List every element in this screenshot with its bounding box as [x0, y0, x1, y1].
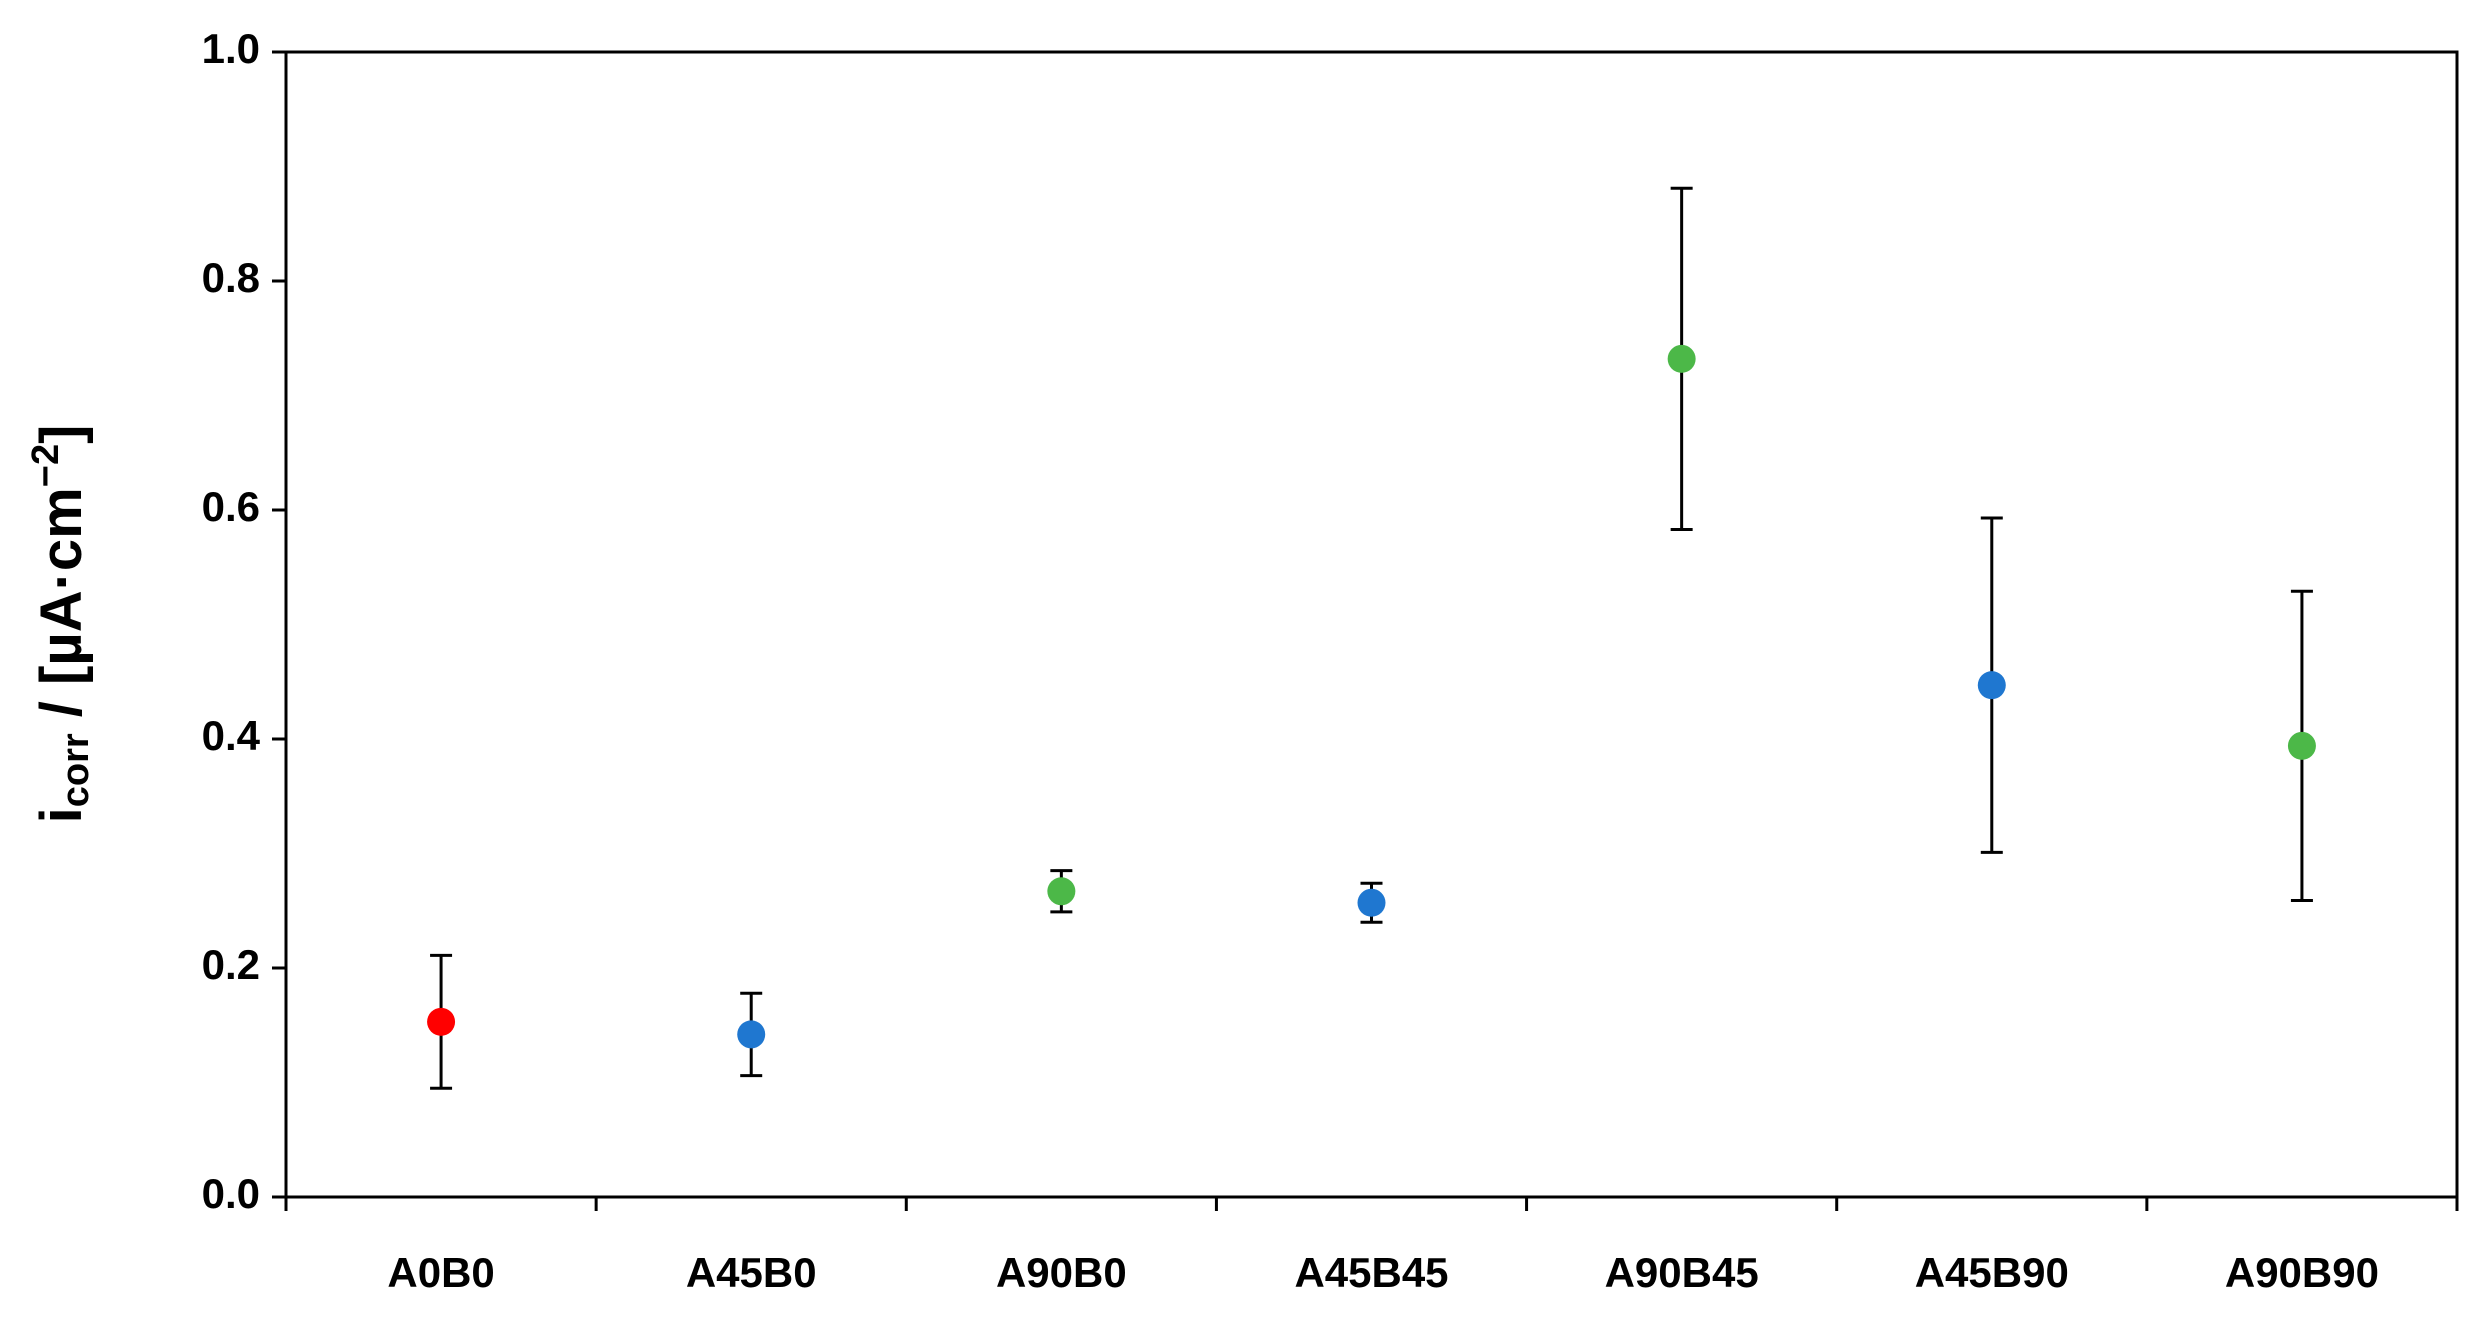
x-tick-label: A45B45: [1294, 1249, 1448, 1296]
x-tick-label: A90B0: [996, 1249, 1127, 1296]
y-tick-label: 0.4: [202, 712, 261, 759]
point: [737, 1020, 766, 1049]
x-tick-label: A90B90: [2225, 1249, 2379, 1296]
point: [427, 1007, 456, 1036]
y-label-sub: corr: [55, 733, 97, 807]
y-axis-title: icorr / [µA·cm−2]: [25, 425, 97, 824]
y-tick-label: 0.6: [202, 483, 260, 530]
point: [2287, 731, 2316, 760]
x-tick-label: A45B0: [686, 1249, 817, 1296]
y-tick-label: 0.0: [202, 1170, 260, 1217]
x-tick-label: A90B45: [1605, 1249, 1759, 1296]
y-label-main: i: [29, 807, 94, 823]
point: [1977, 671, 2006, 700]
y-tick-label: 1.0: [202, 25, 260, 72]
y-tick-label: 0.8: [202, 254, 260, 301]
x-tick-label: A45B90: [1915, 1249, 2069, 1296]
plot-frame: [284, 50, 2459, 1199]
x-tick-label: A0B0: [387, 1249, 494, 1296]
y-label-sup: −2: [25, 444, 67, 487]
y-tick-label: 0.2: [202, 941, 260, 988]
y-label-rest: / [µA·cm: [29, 487, 94, 733]
point: [1357, 888, 1386, 917]
point: [1047, 877, 1076, 906]
point: [1667, 344, 1696, 373]
y-label-end: ]: [29, 425, 94, 444]
